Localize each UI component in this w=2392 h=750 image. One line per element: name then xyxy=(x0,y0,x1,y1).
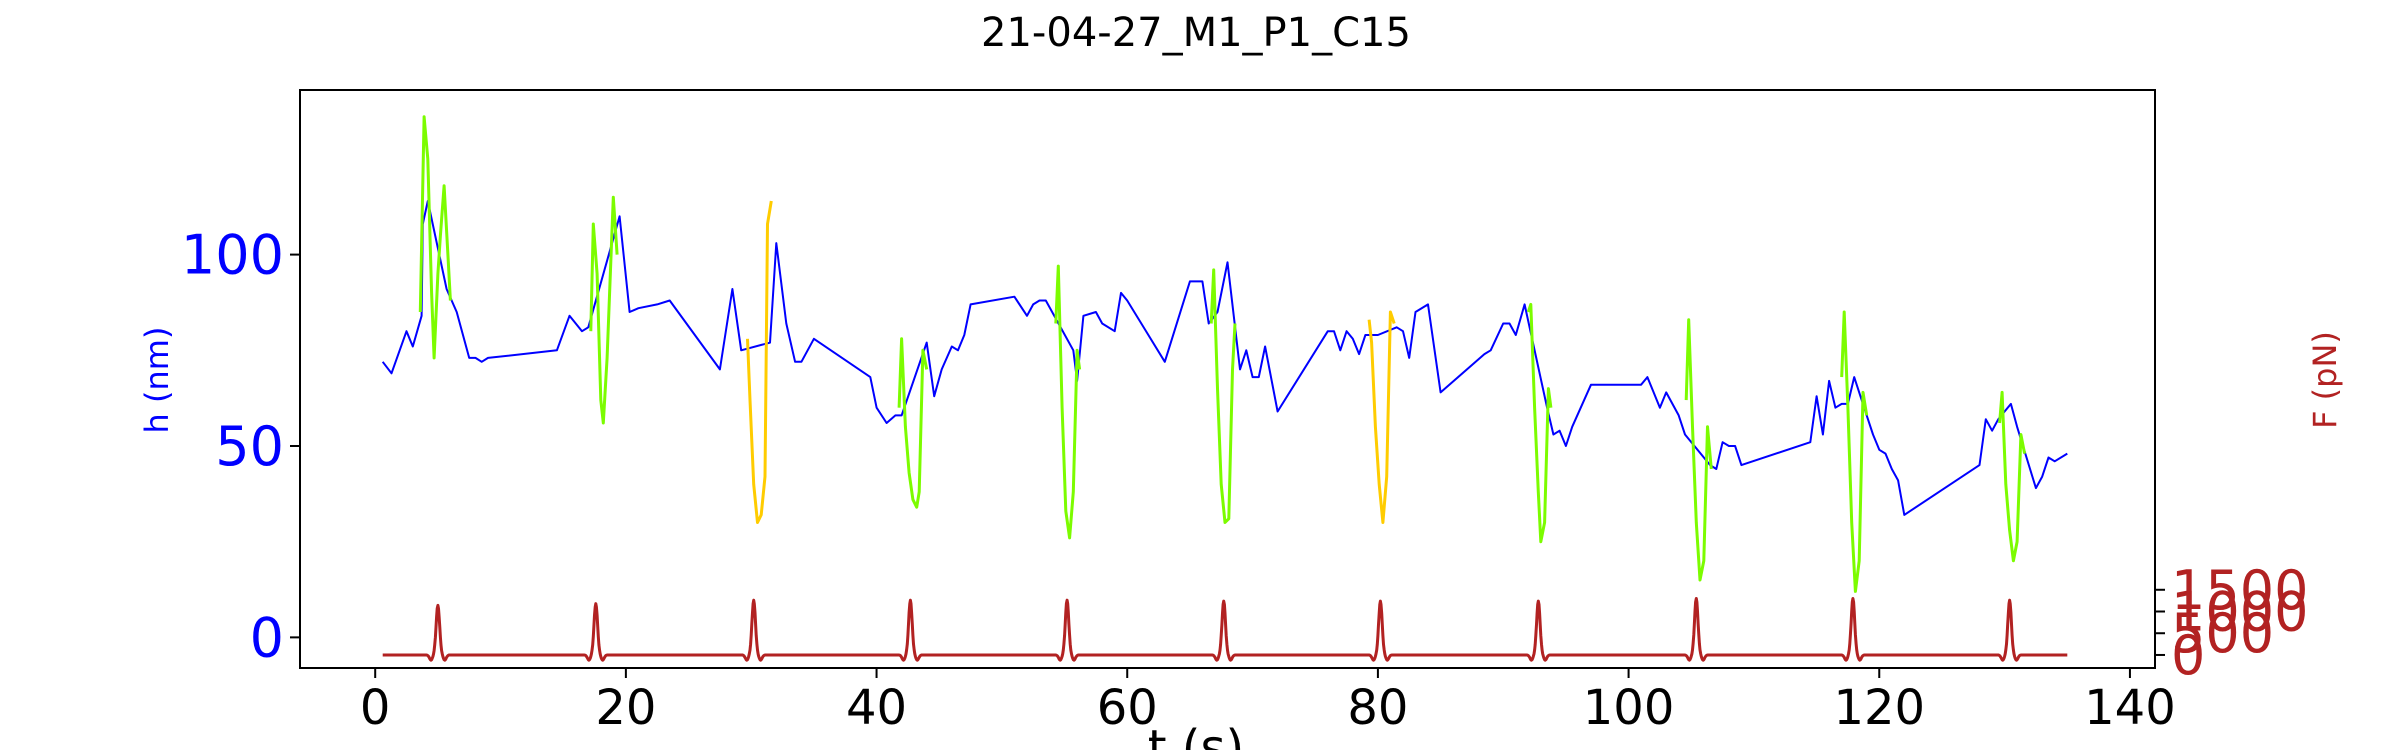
y-right-tick-label: 500 xyxy=(2171,602,2274,665)
compression-yellow-segment-1 xyxy=(1367,310,1396,524)
y-axis-right-label: F (pN) xyxy=(2306,331,2344,429)
y-tick-label: 0 xyxy=(250,606,284,669)
compression-green-segment-0 xyxy=(418,115,452,360)
compression-yellow-segment-0 xyxy=(746,200,773,524)
x-tick-label: 120 xyxy=(1833,680,1925,736)
x-axis-label: t (s) xyxy=(1148,720,1245,750)
force-series-line xyxy=(381,597,2069,662)
x-tick-label: 20 xyxy=(595,680,656,736)
y-axis-label: h (nm) xyxy=(138,327,176,434)
x-tick-label: 140 xyxy=(2084,680,2176,736)
chart-title: 21-04-27_M1_P1_C15 xyxy=(981,10,1411,56)
x-tick-label: 0 xyxy=(360,680,391,736)
plot-frame xyxy=(299,89,2156,669)
compression-green-segment-7 xyxy=(1840,310,1869,593)
y-right-tick-label: 1000 xyxy=(2171,581,2308,644)
y-tick-label: 50 xyxy=(215,415,284,478)
compression-green-segment-6 xyxy=(1684,318,1713,582)
compression-green-segment-8 xyxy=(1998,390,2027,563)
x-tick-label: 40 xyxy=(846,680,907,736)
compression-green-segment-4 xyxy=(1209,268,1237,524)
compression-green-segment-3 xyxy=(1054,264,1082,540)
y-right-tick-label: 0 xyxy=(2171,624,2205,687)
compression-green-segment-1 xyxy=(589,195,619,425)
plot-marks xyxy=(381,115,2069,662)
x-tick-label: 60 xyxy=(1097,680,1158,736)
x-tick-label: 80 xyxy=(1347,680,1408,736)
y-right-tick-label: 1500 xyxy=(2171,559,2308,622)
h-series-line xyxy=(381,200,2068,516)
x-tick-label: 100 xyxy=(1583,680,1675,736)
y-tick-label: 100 xyxy=(181,224,284,287)
compression-green-segment-5 xyxy=(1526,302,1553,544)
compression-green-segment-2 xyxy=(897,337,929,509)
